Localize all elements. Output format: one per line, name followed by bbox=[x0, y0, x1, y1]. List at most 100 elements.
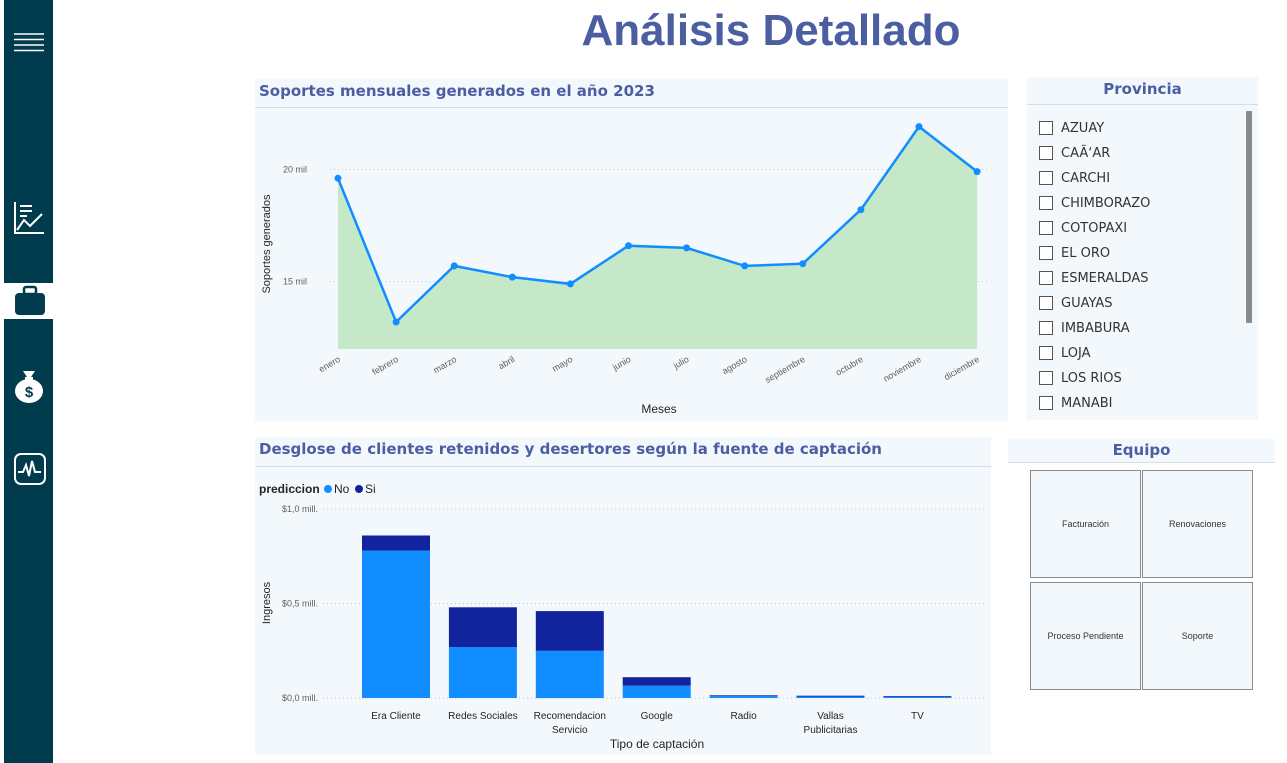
bar-segment[interactable] bbox=[535, 611, 604, 651]
svg-text:$: $ bbox=[25, 384, 34, 401]
bar-segment[interactable] bbox=[796, 696, 865, 699]
line-chart-point[interactable] bbox=[625, 242, 632, 250]
team-tile-proceso-pendiente[interactable]: Proceso Pendiente bbox=[1030, 582, 1141, 690]
activity-chart-icon[interactable] bbox=[11, 450, 49, 488]
line-chart-point[interactable] bbox=[683, 244, 691, 252]
line-chart-y-axis-label: Soportes generados bbox=[261, 194, 273, 294]
line-chart-point[interactable] bbox=[857, 206, 865, 214]
line-chart-point[interactable] bbox=[915, 123, 923, 131]
bar-segment[interactable] bbox=[362, 535, 430, 551]
line-y-tick-label: 20 mil bbox=[283, 164, 307, 174]
bar-segment[interactable] bbox=[622, 677, 691, 686]
bar-x-tick-label: Vallas bbox=[817, 711, 844, 722]
line-chart-point[interactable] bbox=[508, 273, 516, 281]
province-checkbox[interactable] bbox=[1039, 171, 1053, 185]
line-chart-point[interactable] bbox=[450, 262, 458, 270]
line-x-tick-label: febrero bbox=[370, 354, 400, 377]
line-chart-area-group bbox=[336, 124, 978, 349]
province-checkbox[interactable] bbox=[1039, 321, 1053, 335]
bar-x-tick-label: Redes Sociales bbox=[448, 711, 517, 722]
line-x-tick-label: septiembre bbox=[763, 354, 807, 385]
province-checkbox[interactable] bbox=[1039, 271, 1053, 285]
bar-chart-bars bbox=[362, 535, 952, 699]
line-chart-point[interactable] bbox=[392, 318, 400, 326]
line-chart-point[interactable] bbox=[973, 168, 981, 176]
province-item[interactable]: CARCHI bbox=[1039, 168, 1110, 188]
bar-x-tick-label: TV bbox=[911, 711, 924, 722]
province-label: MANABI bbox=[1061, 395, 1113, 411]
province-item[interactable]: CAÃ‘AR bbox=[1039, 143, 1110, 163]
line-x-tick-label: octubre bbox=[834, 354, 865, 378]
bar-segment[interactable] bbox=[883, 696, 952, 697]
line-chart-point[interactable] bbox=[334, 174, 342, 182]
bar-chart-x-tick-labels: Era Cliente Redes Sociales Recomendacion Se… bbox=[371, 711, 924, 736]
bar-x-tick-label: Servicio bbox=[552, 725, 588, 736]
bar-chart-y-axis-label: Ingresos bbox=[261, 581, 273, 624]
province-slicer[interactable]: Provincia AZUAY CAÃ‘AR CARCHI CHIMBORAZO COT… bbox=[1027, 77, 1258, 420]
line-chart[interactable]: 15 mil 20 mil enero febrero marzo abril mayo j… bbox=[255, 79, 1008, 421]
province-item[interactable]: AZUAY bbox=[1039, 118, 1104, 138]
province-checkbox[interactable] bbox=[1039, 396, 1053, 410]
line-chart-icon[interactable] bbox=[10, 198, 48, 238]
province-checkbox[interactable] bbox=[1039, 296, 1053, 310]
line-chart-point[interactable] bbox=[741, 262, 749, 270]
province-label: LOS RIOS bbox=[1061, 370, 1122, 386]
province-item[interactable]: COTOPAXI bbox=[1039, 218, 1127, 238]
money-bag-icon[interactable]: $ bbox=[10, 366, 48, 406]
team-slicer-title: Equipo bbox=[1112, 441, 1171, 459]
hamburger-menu-icon-svg bbox=[14, 33, 44, 52]
province-checkbox[interactable] bbox=[1039, 371, 1053, 385]
province-item[interactable]: GUAYAS bbox=[1039, 293, 1113, 313]
bar-y-tick-label: $0,0 mill. bbox=[282, 693, 318, 703]
line-chart-point[interactable] bbox=[566, 280, 574, 288]
province-scrollbar[interactable] bbox=[1246, 111, 1252, 323]
bar-segment[interactable] bbox=[883, 696, 952, 698]
hamburger-menu-icon[interactable] bbox=[12, 28, 46, 58]
line-x-tick-label: junio bbox=[610, 354, 632, 373]
province-checkbox[interactable] bbox=[1039, 196, 1053, 210]
bar-segment[interactable] bbox=[535, 650, 604, 699]
bar-segment[interactable] bbox=[796, 695, 865, 697]
bar-segment[interactable] bbox=[709, 696, 778, 698]
line-chart-title: Soportes mensuales generados en el año 2… bbox=[259, 82, 655, 100]
province-label: EL ORO bbox=[1061, 245, 1111, 261]
province-checkbox[interactable] bbox=[1039, 346, 1053, 360]
line-x-tick-label: diciembre bbox=[942, 354, 981, 382]
line-chart-panel[interactable]: Soportes mensuales generados en el año 2… bbox=[255, 79, 1008, 421]
province-item[interactable]: LOJA bbox=[1039, 343, 1091, 363]
province-item[interactable]: IMBABURA bbox=[1039, 318, 1130, 338]
province-label: CAÃ‘AR bbox=[1061, 145, 1111, 161]
team-tile-facturacion[interactable]: Facturación bbox=[1030, 470, 1141, 578]
line-chart-icon-svg bbox=[14, 202, 44, 234]
bar-segment[interactable] bbox=[622, 685, 691, 698]
province-item[interactable]: EL ORO bbox=[1039, 243, 1110, 263]
province-checkbox[interactable] bbox=[1039, 146, 1053, 160]
bar-x-tick-label: Recomendacion bbox=[534, 711, 606, 722]
team-tile-soporte[interactable]: Soporte bbox=[1142, 582, 1253, 690]
bar-segment[interactable] bbox=[362, 550, 430, 698]
bar-legend-label[interactable]: Si bbox=[365, 482, 376, 496]
bar-x-tick-label: Radio bbox=[731, 711, 758, 722]
province-item[interactable]: ESMERALDAS bbox=[1039, 268, 1148, 288]
province-item[interactable]: MANABI bbox=[1039, 393, 1112, 413]
bar-legend-label[interactable]: No bbox=[334, 482, 350, 496]
province-checkbox[interactable] bbox=[1039, 121, 1053, 135]
bar-segment[interactable] bbox=[448, 607, 517, 647]
bar-legend-swatch bbox=[355, 485, 363, 493]
bar-chart-legend[interactable]: prediccion No Si bbox=[259, 482, 376, 496]
bar-chart-panel[interactable]: Desglose de clientes retenidos y deserto… bbox=[255, 437, 991, 755]
bar-chart[interactable]: prediccion No Si $0,0 mill. $0,5 mill. $1,0 … bbox=[255, 437, 991, 755]
line-chart-point[interactable] bbox=[799, 260, 807, 268]
province-checkbox[interactable] bbox=[1039, 221, 1053, 235]
bar-y-tick-label: $1,0 mill. bbox=[282, 504, 318, 514]
province-item[interactable]: CHIMBORAZO bbox=[1039, 193, 1150, 213]
bar-segment[interactable] bbox=[709, 695, 778, 697]
bar-segment[interactable] bbox=[448, 647, 517, 698]
team-tile-renovaciones[interactable]: Renovaciones bbox=[1142, 470, 1253, 578]
briefcase-icon[interactable] bbox=[10, 284, 50, 318]
province-checkbox[interactable] bbox=[1039, 246, 1053, 260]
page-title: Análisis Detallado bbox=[581, 6, 961, 55]
province-item[interactable]: LOS RIOS bbox=[1039, 368, 1122, 388]
line-x-tick-label: noviembre bbox=[882, 354, 923, 384]
line-chart-series-line bbox=[336, 124, 978, 325]
